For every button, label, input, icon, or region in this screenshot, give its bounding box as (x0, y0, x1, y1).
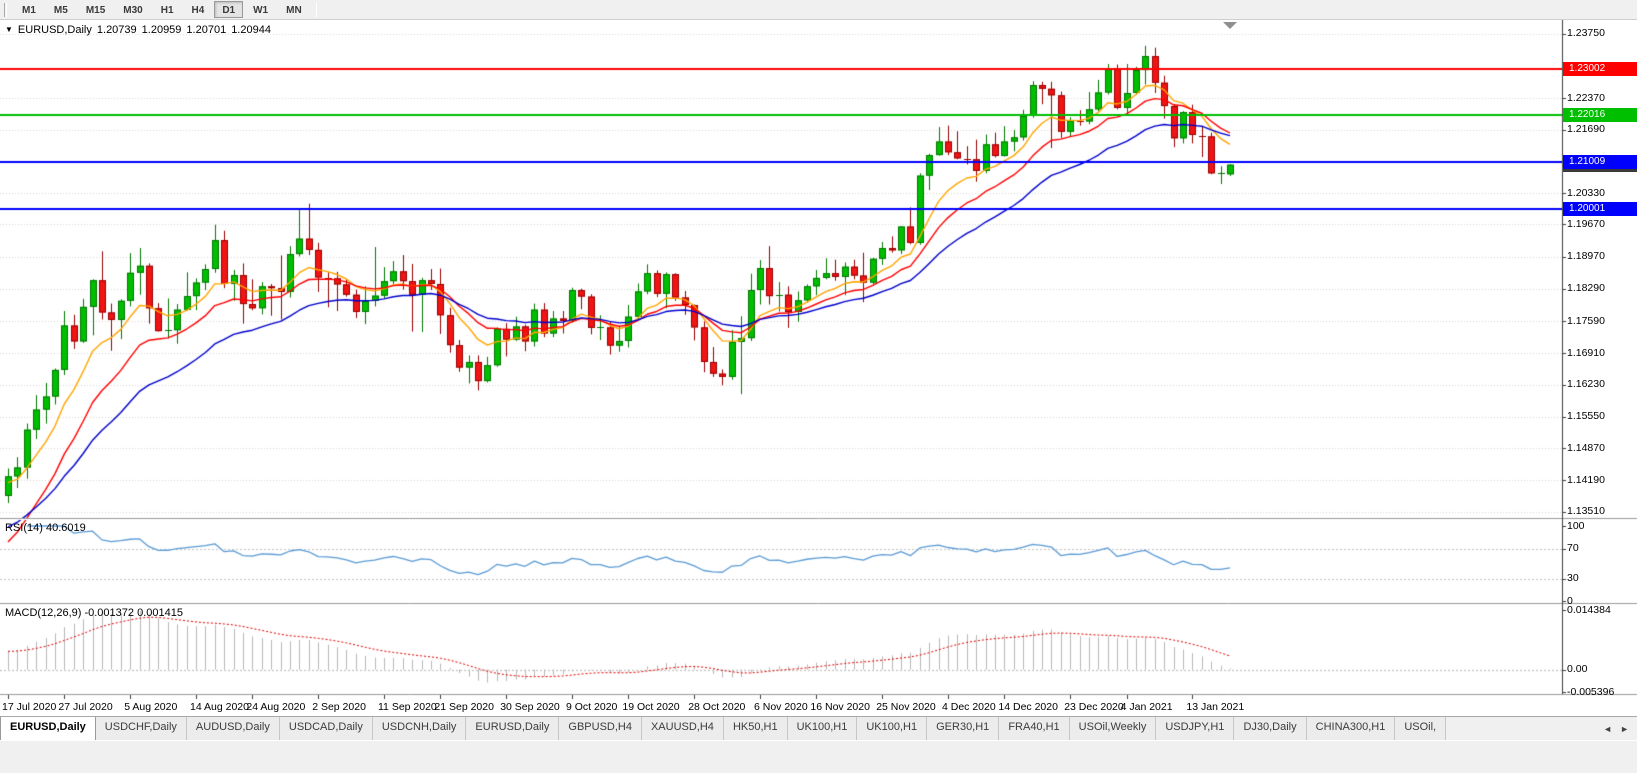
price-axis-label: 1.16910 (1567, 346, 1605, 359)
chart-tab-uk100-h1[interactable]: UK100,H1 (787, 717, 858, 740)
price-axis-label: 1.14190 (1567, 473, 1605, 486)
hline-price-tag-1.21009[interactable]: 1.21009 (1563, 154, 1637, 169)
time-axis-label: 17 Jul 2020 (2, 701, 57, 713)
rsi-axis-label: 0 (1567, 594, 1573, 607)
time-axis-label: 14 Aug 2020 (190, 701, 249, 713)
time-axis-label: 9 Oct 2020 (566, 701, 618, 713)
rsi-axis-label: 30 (1567, 572, 1579, 584)
price-axis-label: 1.17590 (1567, 314, 1605, 327)
chart-tab-usdchf-daily[interactable]: USDCHF,Daily (95, 717, 187, 740)
rsi-axis-label: 70 (1567, 542, 1579, 554)
time-axis-label: 2 Sep 2020 (312, 701, 366, 713)
chart-tab-eurusd-daily[interactable]: EURUSD,Daily (0, 717, 96, 740)
time-axis-label: 11 Sep 2020 (378, 701, 437, 713)
price-axis-label: 1.18970 (1567, 250, 1605, 263)
time-axis-label: 27 Jul 2020 (58, 701, 113, 713)
timeframe-toolbar: M1 M5 M15 M30 H1 H4 D1 W1 MN (0, 0, 1637, 20)
chart-tab-eurusd-daily[interactable]: EURUSD,Daily (466, 717, 560, 740)
period-button-m1[interactable]: M1 (22, 5, 36, 16)
chart-tab-dj30-daily[interactable]: DJ30,Daily (1234, 717, 1307, 740)
toolbar-grip-handle[interactable] (4, 2, 7, 17)
hline-price-tag-1.23002[interactable]: 1.23002 (1563, 61, 1637, 76)
period-button-mn[interactable]: MN (286, 5, 302, 16)
ohlc-close-value: 1.20944 (231, 24, 271, 36)
price-axis-label: 1.18290 (1567, 282, 1605, 295)
period-button-h1[interactable]: H1 (160, 5, 174, 16)
tab-scroll-controls: ◄ ► (1599, 717, 1637, 740)
chart-tab-china300-h1[interactable]: CHINA300,H1 (1306, 717, 1396, 740)
chart-tab-hk50-h1[interactable]: HK50,H1 (723, 717, 788, 740)
period-button-m30[interactable]: M30 (123, 5, 143, 16)
time-axis-label: 4 Dec 2020 (942, 701, 996, 713)
time-axis-label: 4 Jan 2021 (1120, 701, 1173, 713)
period-button-m5[interactable]: M5 (53, 5, 68, 16)
chart-tab-xauusd-h4[interactable]: XAUUSD,H4 (641, 717, 724, 740)
chart-shift-marker-icon[interactable] (1223, 22, 1237, 29)
chart-dropdown-icon[interactable]: ▼ (5, 25, 13, 34)
price-axis-label: 1.20330 (1567, 186, 1605, 199)
chart-symbol-label: EURUSD,Daily (17, 24, 92, 36)
time-axis-label: 13 Jan 2021 (1186, 701, 1245, 713)
chart-tab-usdcad-daily[interactable]: USDCAD,Daily (279, 717, 373, 740)
chart-tab-ger30-h1[interactable]: GER30,H1 (927, 717, 1000, 740)
price-axis-label: 1.19670 (1567, 217, 1605, 230)
price-axis-label: 1.14870 (1567, 441, 1605, 454)
chart-tab-usdcnh-daily[interactable]: USDCNH,Daily (372, 717, 467, 740)
period-button-d1[interactable]: D1 (214, 1, 244, 18)
time-axis-label: 23 Dec 2020 (1064, 701, 1124, 713)
period-button-group: M1 M5 M15 M30 H1 H4 D1 W1 MN (13, 1, 311, 18)
chart-tab-list: EURUSD,Daily USDCHF,Daily AUDUSD,Daily USDC… (0, 717, 1447, 740)
macd-indicator-label: MACD(12,26,9) -0.001372 0.001415 (5, 607, 183, 619)
toolbar-separator (315, 2, 317, 17)
ohlc-open-value: 1.20739 (96, 24, 137, 36)
time-axis-label: 25 Nov 2020 (876, 701, 936, 713)
time-axis-label: 19 Oct 2020 (622, 701, 680, 713)
period-button-m15[interactable]: M15 (85, 5, 106, 16)
time-axis-label: 16 Nov 2020 (810, 701, 870, 713)
macd-axis-label: 0.014384 (1567, 603, 1611, 616)
hline-price-tag-1.22016[interactable]: 1.22016 (1563, 107, 1637, 122)
price-axis-label: 1.23750 (1567, 27, 1605, 40)
rsi-indicator-label: RSI(14) 40.6019 (5, 522, 86, 534)
price-axis-label: 1.15550 (1567, 410, 1605, 423)
price-axis-label: 1.13510 (1567, 505, 1605, 518)
price-chart-canvas[interactable] (0, 20, 1637, 716)
chart-tab-audusd-daily[interactable]: AUDUSD,Daily (186, 717, 280, 740)
ohlc-low-value: 1.20701 (186, 24, 227, 36)
chart-info-line: ▼ EURUSD,Daily 1.20739 1.20959 1.20701 1.2094… (5, 24, 276, 36)
time-axis-label: 5 Aug 2020 (124, 701, 178, 713)
tab-scroll-left-icon[interactable]: ◄ (1603, 723, 1613, 734)
time-axis-label: 30 Sep 2020 (500, 701, 560, 713)
tab-scroll-right-icon[interactable]: ► (1620, 723, 1629, 734)
chart-tab-usoil[interactable]: USOil, (1395, 717, 1447, 740)
price-axis-label: 1.21690 (1567, 123, 1605, 136)
time-axis-label: 24 Aug 2020 (246, 701, 306, 713)
chart-tab-usdjpy-h1[interactable]: USDJPY,H1 (1156, 717, 1235, 740)
macd-axis-label: 0.00 (1567, 663, 1588, 676)
time-axis-label: 28 Oct 2020 (688, 701, 746, 713)
chart-tab-usoil-weekly[interactable]: USOil,Weekly (1069, 717, 1157, 740)
chart-tabs-bar: EURUSD,Daily USDCHF,Daily AUDUSD,Daily USDC… (0, 716, 1637, 740)
hline-price-tag-1.20001[interactable]: 1.20001 (1563, 201, 1637, 216)
macd-axis-label: -0.005396 (1567, 685, 1615, 698)
period-button-w1[interactable]: W1 (253, 5, 269, 16)
time-axis-label: 21 Sep 2020 (434, 701, 494, 713)
status-bar (0, 740, 1637, 773)
chart-tab-gbpusd-h4[interactable]: GBPUSD,H4 (559, 717, 642, 740)
rsi-axis-label: 100 (1567, 519, 1585, 532)
chart-window-eurusd-daily: ▼ EURUSD,Daily 1.20739 1.20959 1.20701 1.2094… (0, 20, 1637, 716)
period-button-h4[interactable]: H4 (191, 5, 205, 16)
price-axis-label: 1.22370 (1567, 91, 1605, 104)
price-axis-label: 1.16230 (1567, 378, 1605, 391)
ohlc-high-value: 1.20959 (141, 24, 182, 36)
time-axis-label: 14 Dec 2020 (998, 701, 1058, 713)
chart-tab-fra40-h1[interactable]: FRA40,H1 (999, 717, 1070, 740)
chart-tab-uk100-h1[interactable]: UK100,H1 (857, 717, 928, 740)
time-axis-label: 6 Nov 2020 (754, 701, 808, 713)
